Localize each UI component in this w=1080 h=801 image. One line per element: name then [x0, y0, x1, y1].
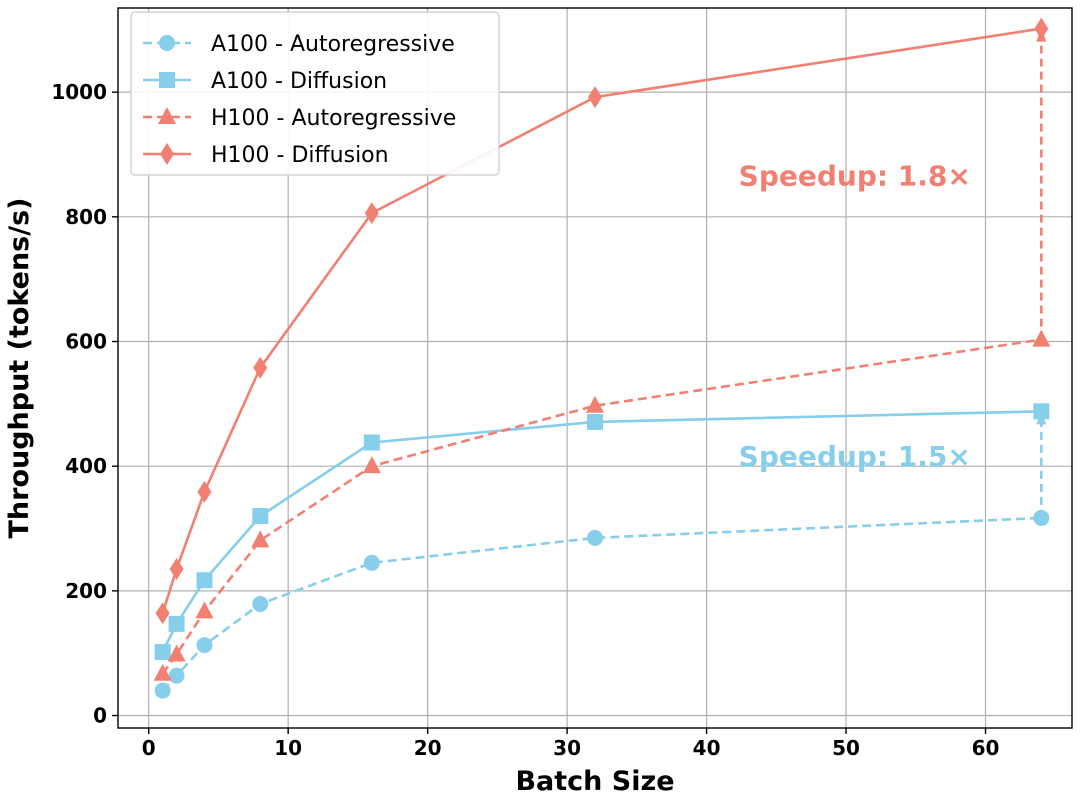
plot-frame — [117, 7, 1073, 729]
speedup-label: Speedup: 1.8× — [739, 160, 971, 193]
legend-label: A100 - Autoregressive — [211, 32, 455, 57]
legend-entry: A100 - Diffusion — [143, 69, 387, 94]
y-tick-label: 800 — [65, 205, 107, 229]
speedup-arrow-head — [1036, 28, 1047, 42]
series-line — [161, 338, 1042, 675]
legend-marker — [159, 35, 175, 51]
data-point — [251, 530, 270, 548]
data-point — [363, 434, 380, 451]
data-point — [252, 595, 269, 612]
legend-marker — [160, 143, 174, 165]
speedup-label: Speedup: 1.5× — [739, 440, 971, 473]
data-point — [588, 86, 602, 109]
data-point — [154, 643, 171, 660]
legend-entry: H100 - Diffusion — [143, 143, 389, 168]
data-point — [195, 601, 214, 619]
legend-entry: A100 - Autoregressive — [143, 32, 455, 57]
x-tick-label: 20 — [414, 736, 442, 760]
series-line — [161, 516, 1042, 692]
data-point — [364, 202, 379, 225]
data-point — [587, 529, 603, 546]
data-point — [153, 663, 172, 681]
data-point — [587, 413, 603, 430]
data-point — [197, 480, 212, 503]
legend-entry: H100 - Autoregressive — [143, 106, 456, 131]
series-a100-diffusion — [154, 403, 1050, 660]
legend-marker — [158, 107, 176, 124]
legend-label: A100 - Diffusion — [211, 69, 387, 94]
legend-label: H100 - Autoregressive — [211, 106, 456, 131]
data-point — [253, 356, 268, 379]
series-layer — [153, 17, 1051, 699]
legend: A100 - Autoregressive A100 - Diffusion H10… — [130, 11, 500, 176]
y-tick-label: 600 — [65, 330, 107, 354]
annotation-layer: Speedup: 1.8× Speedup: 1.5× — [739, 28, 1047, 518]
speedup-annotation: Speedup: 1.8× — [739, 28, 1047, 340]
data-point — [154, 682, 171, 699]
data-point — [363, 554, 380, 571]
data-point — [167, 644, 186, 662]
data-point — [196, 637, 213, 654]
legend-marker — [159, 72, 175, 88]
data-point — [362, 456, 381, 474]
data-point — [252, 508, 269, 525]
series-h100-autoregressive — [153, 329, 1051, 681]
speedup-annotation: Speedup: 1.5× — [739, 411, 1047, 518]
x-tick-label: 50 — [832, 736, 860, 760]
data-point — [196, 572, 213, 589]
y-tick-label: 400 — [65, 454, 107, 478]
legend-box — [130, 11, 500, 176]
x-tick-label: 30 — [553, 736, 581, 760]
y-tick-label: 0 — [93, 704, 107, 728]
data-point — [169, 558, 184, 581]
x-tick-label: 0 — [142, 736, 156, 760]
data-point — [586, 395, 604, 413]
x-tick-label: 10 — [274, 736, 302, 760]
x-tick-label: 40 — [693, 736, 721, 760]
speedup-arrow-head — [1036, 411, 1047, 425]
x-tick-label: 60 — [972, 736, 1000, 760]
data-point — [155, 602, 170, 625]
y-tick-label: 200 — [65, 579, 107, 603]
y-axis-title: Throughput (tokens/s) — [4, 197, 35, 538]
data-point — [168, 615, 185, 632]
y-tick-label: 1000 — [51, 80, 107, 104]
series-a100-autoregressive — [154, 509, 1050, 699]
legend-label: H100 - Diffusion — [211, 143, 389, 168]
data-point — [168, 667, 185, 684]
x-axis-title: Batch Size — [515, 766, 674, 797]
